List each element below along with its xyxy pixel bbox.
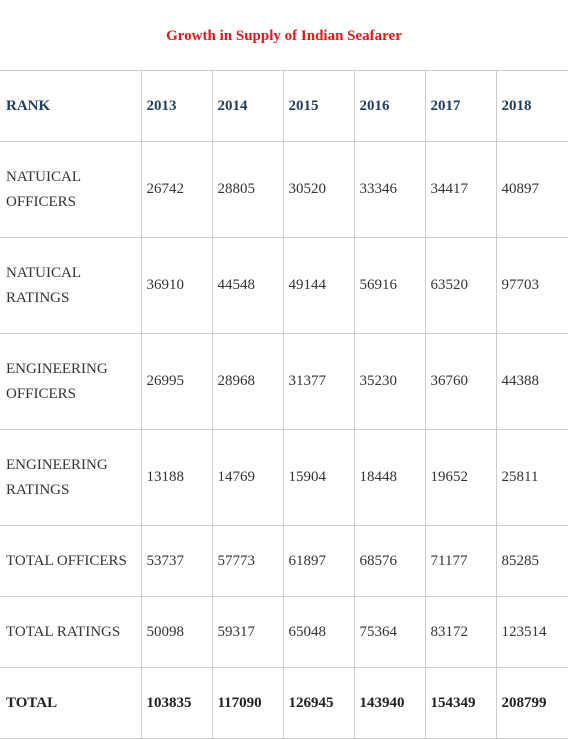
row-label: NATUICAL OFFICERS xyxy=(0,141,142,238)
cell: 154349 xyxy=(425,667,497,739)
table-row: TOTAL OFFICERS 53737 57773 61897 68576 71177 8… xyxy=(0,525,568,597)
row-label: TOTAL OFFICERS xyxy=(0,525,142,597)
cell: 15904 xyxy=(283,429,355,526)
cell: 56916 xyxy=(354,237,426,334)
table-row: TOTAL 103835 117090 126945 143940 154349 20879… xyxy=(0,667,568,739)
row-label: ENGINEERING RATINGS xyxy=(0,429,142,526)
table-title: Growth in Supply of Indian Seafarer xyxy=(166,28,402,44)
cell: 97703 xyxy=(496,237,568,334)
cell: 44548 xyxy=(212,237,284,334)
cell: 25811 xyxy=(496,429,568,526)
cell: 34417 xyxy=(425,141,497,238)
cell: 36760 xyxy=(425,333,497,430)
cell: 18448 xyxy=(354,429,426,526)
cell: 208799 xyxy=(496,667,568,739)
row-label: TOTAL xyxy=(0,667,142,739)
row-label: RANK xyxy=(0,70,142,142)
cell: 49144 xyxy=(283,237,355,334)
cell: 71177 xyxy=(425,525,497,597)
cell: 53737 xyxy=(141,525,213,597)
cell: 14769 xyxy=(212,429,284,526)
cell: 28805 xyxy=(212,141,284,238)
supply-table: RANK 2013 2014 2015 2016 2017 2018 NATUICAL OFF… xyxy=(0,70,568,739)
table-body: RANK 2013 2014 2015 2016 2017 2018 NATUICAL OFF… xyxy=(0,70,568,739)
cell: 40897 xyxy=(496,141,568,238)
cell: 126945 xyxy=(283,667,355,739)
cell: 28968 xyxy=(212,333,284,430)
cell: 59317 xyxy=(212,596,284,668)
cell: 2016 xyxy=(354,70,426,142)
cell: 2017 xyxy=(425,70,497,142)
cell: 143940 xyxy=(354,667,426,739)
table-row: ENGINEERING OFFICERS 26995 28968 31377 35230… xyxy=(0,333,568,430)
cell: 63520 xyxy=(425,237,497,334)
row-label: TOTAL RATINGS xyxy=(0,596,142,668)
cell: 83172 xyxy=(425,596,497,668)
cell: 26742 xyxy=(141,141,213,238)
cell: 103835 xyxy=(141,667,213,739)
cell: 123514 xyxy=(496,596,568,668)
cell: 35230 xyxy=(354,333,426,430)
table-row: TOTAL RATINGS 50098 59317 65048 75364 83172 12… xyxy=(0,596,568,668)
cell: 85285 xyxy=(496,525,568,597)
header-row: RANK 2013 2014 2015 2016 2017 2018 xyxy=(0,70,568,142)
cell: 68576 xyxy=(354,525,426,597)
cell: 13188 xyxy=(141,429,213,526)
cell: 117090 xyxy=(212,667,284,739)
cell: 2013 xyxy=(141,70,213,142)
table-row: NATUICAL OFFICERS 26742 28805 30520 33346 344… xyxy=(0,141,568,238)
cell: 19652 xyxy=(425,429,497,526)
row-label: ENGINEERING OFFICERS xyxy=(0,333,142,430)
cell: 75364 xyxy=(354,596,426,668)
table-row: ENGINEERING RATINGS 13188 14769 15904 18448 1… xyxy=(0,429,568,526)
cell: 31377 xyxy=(283,333,355,430)
cell: 2015 xyxy=(283,70,355,142)
cell: 2014 xyxy=(212,70,284,142)
cell: 2018 xyxy=(496,70,568,142)
cell: 57773 xyxy=(212,525,284,597)
cell: 65048 xyxy=(283,596,355,668)
row-label: NATUICAL RATINGS xyxy=(0,237,142,334)
cell: 30520 xyxy=(283,141,355,238)
cell: 61897 xyxy=(283,525,355,597)
table-row: NATUICAL RATINGS 36910 44548 49144 56916 6352… xyxy=(0,237,568,334)
cell: 36910 xyxy=(141,237,213,334)
cell: 33346 xyxy=(354,141,426,238)
cell: 50098 xyxy=(141,596,213,668)
cell: 26995 xyxy=(141,333,213,430)
cell: 44388 xyxy=(496,333,568,430)
